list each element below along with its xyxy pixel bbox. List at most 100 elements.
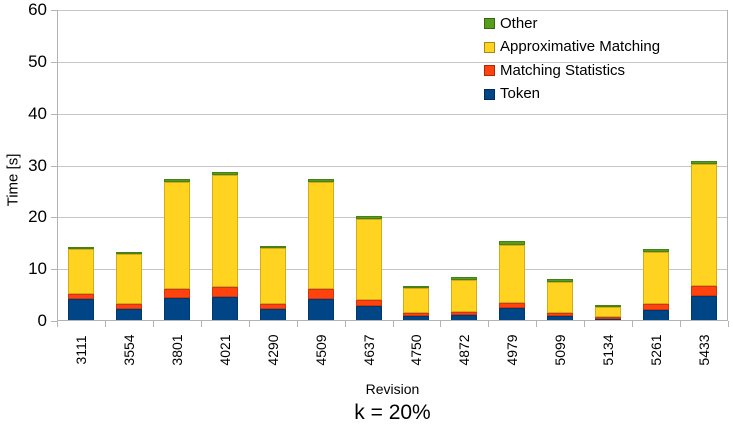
- x-axis-tick: [728, 321, 729, 327]
- x-axis-tick: [393, 321, 394, 327]
- legend-swatch-icon: [484, 88, 495, 100]
- x-axis-tick: [440, 321, 441, 327]
- bar-segment-matching-statistics: [595, 317, 621, 319]
- bar-segment-approximative-matching: [595, 307, 621, 317]
- bar-segment-token: [547, 316, 573, 321]
- y-axis-tick: [51, 62, 57, 63]
- bar-segment-matching-statistics: [308, 289, 334, 299]
- bar-segment-token: [499, 308, 525, 321]
- bar-segment-other: [643, 249, 669, 252]
- y-gridline: [57, 217, 728, 218]
- x-tick-label: 4021: [217, 334, 233, 366]
- bar-segment-approximative-matching: [643, 252, 669, 304]
- bar-segment-matching-statistics: [643, 304, 669, 310]
- legend-label: Approximative Matching: [500, 38, 661, 56]
- x-axis-tick: [105, 321, 106, 327]
- x-axis-tick: [297, 321, 298, 327]
- bar-segment-other: [403, 286, 429, 288]
- y-axis-tick: [51, 269, 57, 270]
- y-tick-label: 30: [28, 156, 47, 175]
- x-axis-tick: [632, 321, 633, 327]
- bar-segment-token: [212, 297, 238, 321]
- y-axis-title: Time [s]: [4, 153, 22, 207]
- bar-segment-matching-statistics: [260, 304, 286, 309]
- bar-segment-approximative-matching: [547, 282, 573, 313]
- bar-segment-approximative-matching: [164, 182, 190, 289]
- bar-segment-other: [212, 172, 238, 175]
- x-tick-label: 5261: [648, 334, 664, 366]
- bar-segment-other: [164, 179, 190, 182]
- x-axis-tick: [680, 321, 681, 327]
- x-axis-tick: [345, 321, 346, 327]
- bar-segment-approximative-matching: [116, 254, 142, 304]
- bar-segment-token: [164, 298, 190, 321]
- bar-segment-matching-statistics: [691, 286, 717, 296]
- bar-segment-matching-statistics: [116, 304, 142, 309]
- bar-segment-token: [451, 315, 477, 321]
- x-tick-label: 4509: [313, 334, 329, 366]
- bar-segment-token: [403, 316, 429, 321]
- bar-segment-token: [68, 299, 94, 321]
- x-tick-label: 4290: [265, 334, 281, 366]
- y-tick-label: 10: [28, 259, 47, 278]
- legend-item: Token: [484, 83, 660, 107]
- x-tick-label: 3111: [73, 335, 89, 365]
- caption-k-value: k = 20%: [354, 401, 431, 424]
- bar-segment-approximative-matching: [308, 182, 334, 289]
- y-gridline: [57, 62, 728, 63]
- legend-label: Other: [500, 14, 538, 32]
- legend-item: Approximative Matching: [484, 36, 660, 60]
- legend-swatch-icon: [484, 41, 495, 53]
- x-tick-label: 4979: [504, 334, 520, 366]
- bar-segment-matching-statistics: [68, 294, 94, 299]
- y-tick-label: 60: [28, 0, 47, 19]
- bar-segment-approximative-matching: [356, 219, 382, 300]
- y-tick-label: 40: [28, 104, 47, 123]
- legend-swatch-icon: [484, 65, 495, 77]
- bar-segment-approximative-matching: [499, 245, 525, 303]
- x-tick-label: 3554: [121, 334, 137, 366]
- bar-segment-token: [116, 309, 142, 321]
- bar-segment-approximative-matching: [260, 248, 286, 304]
- x-tick-label: 5134: [600, 334, 616, 366]
- x-tick-label: 4872: [456, 334, 472, 366]
- y-axis-tick: [51, 166, 57, 167]
- bar-segment-approximative-matching: [403, 288, 429, 313]
- legend-label: Token: [500, 85, 541, 103]
- bar-segment-other: [116, 252, 142, 254]
- bar-segment-other: [547, 279, 573, 282]
- y-gridline: [57, 114, 728, 115]
- y-tick-label: 20: [28, 207, 47, 226]
- x-tick-label: 4637: [361, 334, 377, 366]
- bar-segment-matching-statistics: [403, 313, 429, 316]
- x-tick-label: 5099: [552, 334, 568, 366]
- bar-segment-approximative-matching: [68, 249, 94, 294]
- x-tick-label: 4750: [408, 334, 424, 366]
- y-tick-label: 0: [37, 311, 47, 330]
- x-axis-tick: [488, 321, 489, 327]
- bar-segment-token: [260, 309, 286, 321]
- bar-segment-other: [308, 179, 334, 182]
- legend-label: Matching Statistics: [500, 61, 626, 79]
- bar-segment-approximative-matching: [691, 164, 717, 286]
- bar-segment-matching-statistics: [499, 303, 525, 308]
- y-tick-label: 50: [28, 52, 47, 71]
- bar-segment-other: [68, 247, 94, 249]
- bar-segment-other: [451, 277, 477, 280]
- x-axis-tick: [584, 321, 585, 327]
- y-gridline: [57, 10, 728, 11]
- y-gridline: [57, 166, 728, 167]
- y-axis-tick: [51, 217, 57, 218]
- y-axis-tick: [51, 114, 57, 115]
- plot-right-border: [727, 10, 728, 321]
- bar-segment-token: [356, 306, 382, 321]
- y-axis-tick: [51, 10, 57, 11]
- y-gridline: [57, 269, 728, 270]
- legend-item: Matching Statistics: [484, 59, 660, 83]
- x-axis-tick: [57, 321, 58, 327]
- bar-segment-matching-statistics: [451, 312, 477, 315]
- bar-segment-other: [260, 246, 286, 248]
- legend-item: Other: [484, 12, 660, 36]
- bar-segment-other: [691, 161, 717, 164]
- x-axis-tick: [201, 321, 202, 327]
